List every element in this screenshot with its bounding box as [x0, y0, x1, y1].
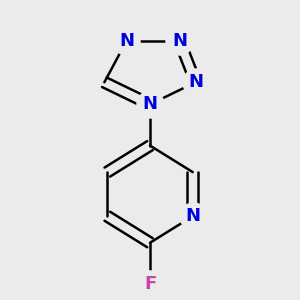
- Text: F: F: [144, 275, 156, 293]
- Text: N: N: [172, 32, 187, 50]
- Text: N: N: [188, 73, 203, 91]
- Text: N: N: [142, 95, 158, 113]
- Text: N: N: [185, 207, 200, 225]
- Text: N: N: [119, 32, 134, 50]
